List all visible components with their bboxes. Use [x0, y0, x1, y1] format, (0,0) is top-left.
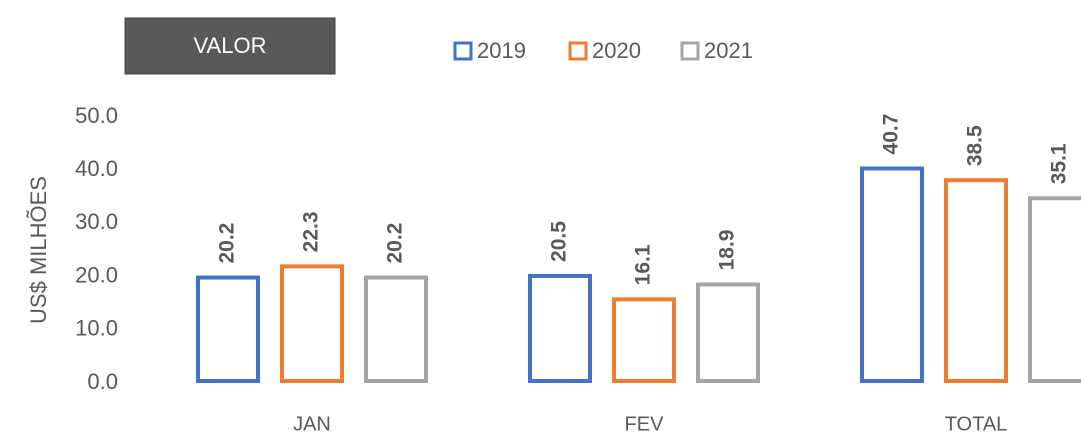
bar [944, 178, 1008, 383]
legend-label: 2019 [477, 38, 526, 63]
y-tick-label: 40.0 [75, 156, 118, 181]
x-tick-label: TOTAL [945, 413, 1008, 435]
bar [196, 275, 260, 384]
data-label: 16.1 [632, 244, 655, 285]
bar [696, 282, 760, 383]
bar [528, 273, 592, 383]
bar [860, 166, 924, 383]
data-label: 38.5 [964, 125, 987, 166]
y-tick-label: 30.0 [75, 209, 118, 234]
data-label: 35.1 [1048, 143, 1071, 184]
title-box [124, 17, 336, 75]
bar [280, 264, 344, 384]
x-tick-label: JAN [293, 413, 331, 435]
legend-swatch [568, 41, 588, 61]
y-tick-label: 10.0 [75, 316, 118, 341]
y-tick-label: 0.0 [87, 369, 118, 394]
bar [1028, 196, 1081, 383]
legend-label: 2021 [704, 38, 753, 63]
data-label: 20.5 [548, 221, 571, 262]
data-label: 20.2 [216, 223, 239, 264]
chart-title: VALOR [194, 33, 267, 58]
legend-swatch [453, 41, 473, 61]
data-label: 40.7 [880, 114, 903, 155]
legend-label: 2020 [592, 38, 641, 63]
y-axis-label: US$ MILHÕES [26, 176, 51, 324]
data-label: 22.3 [300, 211, 323, 252]
data-label: 18.9 [716, 230, 739, 271]
legend-swatch [680, 41, 700, 61]
bar [364, 275, 428, 384]
y-tick-label: 50.0 [75, 103, 118, 128]
y-tick-label: 20.0 [75, 262, 118, 287]
x-tick-label: FEV [625, 413, 665, 435]
bar [612, 297, 676, 383]
data-label: 20.2 [384, 223, 407, 264]
